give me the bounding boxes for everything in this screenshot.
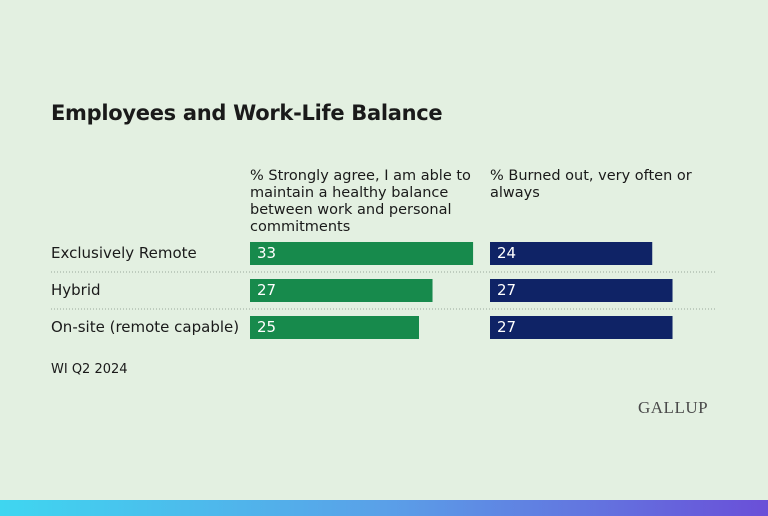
bar	[490, 316, 673, 339]
value-label: 27	[497, 318, 517, 336]
source-note: WI Q2 2024	[51, 362, 128, 377]
category-label: Hybrid	[51, 281, 101, 299]
bar	[250, 316, 419, 339]
value-label: 24	[497, 244, 517, 262]
footer-strip	[0, 500, 768, 516]
chart-title: Employees and Work-Life Balance	[51, 101, 443, 125]
value-label: 27	[497, 281, 517, 299]
category-label: Exclusively Remote	[51, 244, 197, 262]
legend-entry: % Strongly agree, I am able to maintain …	[250, 168, 471, 235]
value-label: 33	[257, 244, 277, 262]
bar	[250, 242, 474, 265]
value-label: 25	[257, 318, 277, 336]
category-label: On-site (remote capable)	[51, 318, 240, 336]
bar	[490, 279, 673, 302]
legend-entry: % Burned out, very often or always	[490, 168, 692, 201]
bar	[490, 242, 653, 265]
logo: GALLUP	[638, 398, 709, 417]
bar	[250, 279, 433, 302]
value-label: 27	[257, 281, 277, 299]
